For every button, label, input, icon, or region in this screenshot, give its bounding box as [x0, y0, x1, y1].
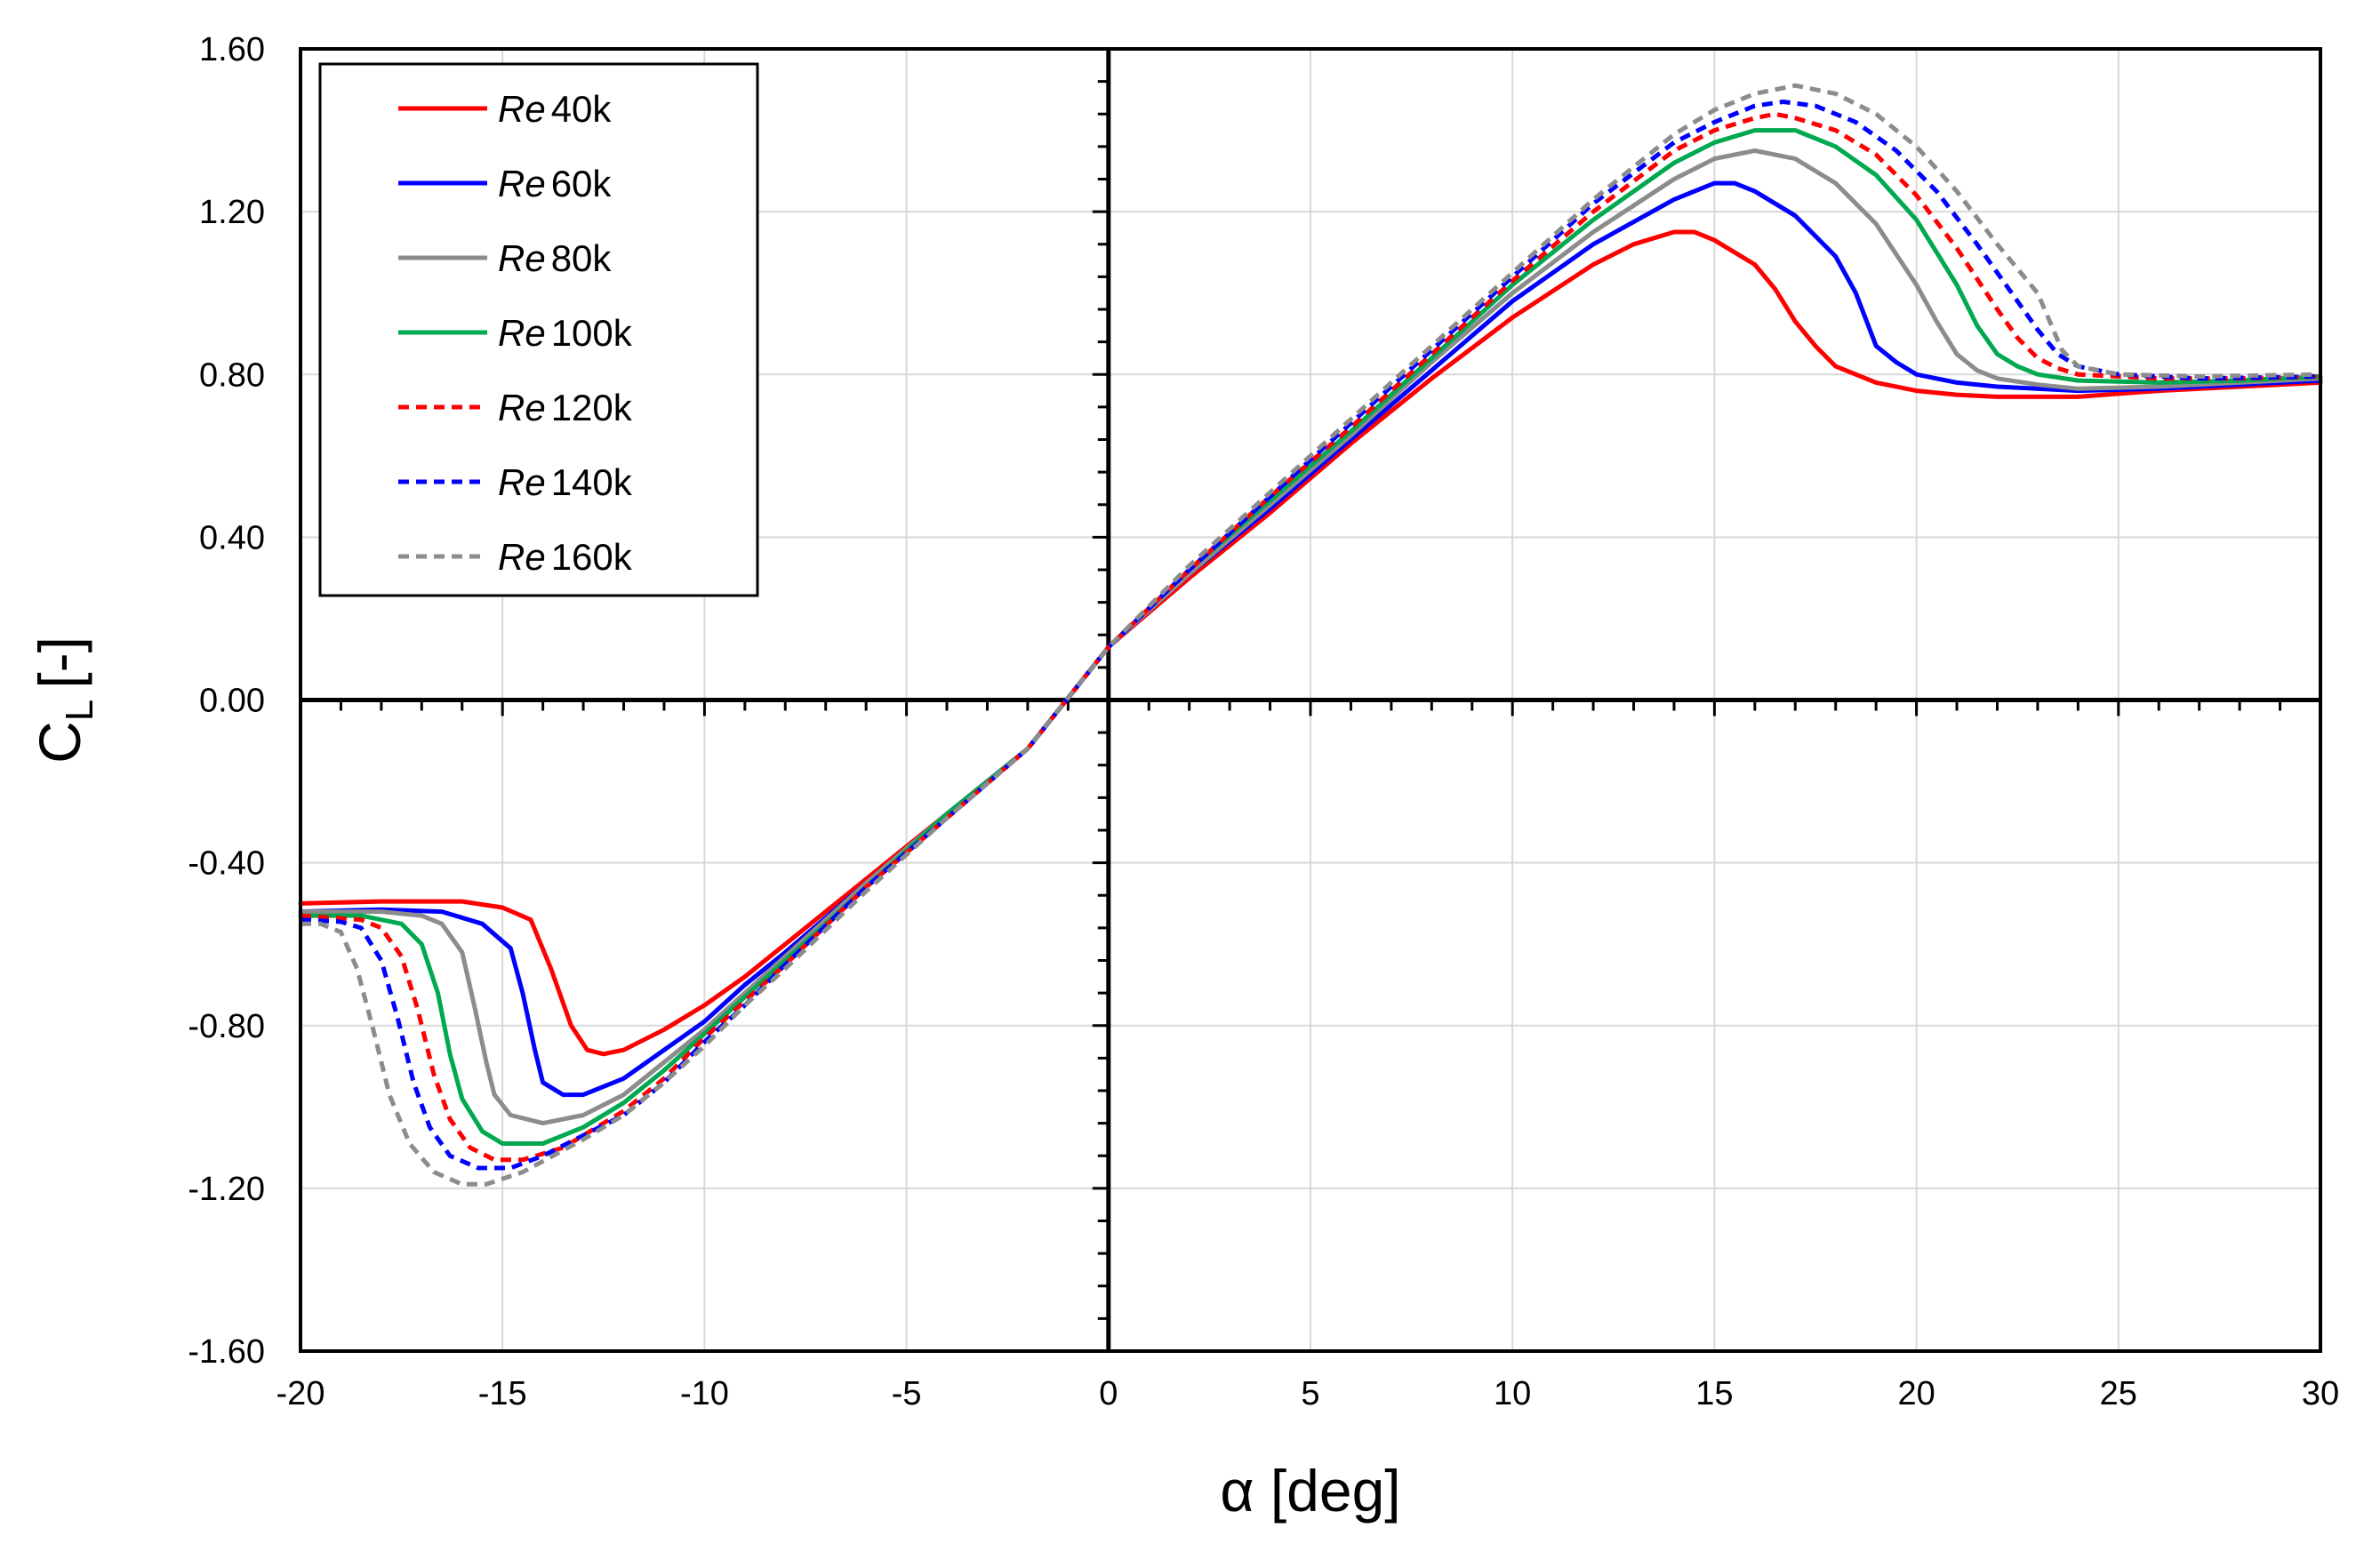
y-axis-title-unit: [-]: [27, 636, 92, 689]
y-tick-label: 1.20: [199, 194, 265, 231]
legend-entry: Re 160k: [398, 536, 633, 578]
legend-label-value: 40k: [551, 88, 613, 130]
legend-label-value: 80k: [551, 237, 613, 279]
series-line-40k: [298, 229, 2323, 1057]
x-tick-label: -15: [478, 1375, 527, 1412]
legend-label-italic: Re: [498, 312, 546, 354]
x-tick-label: 10: [1494, 1375, 1531, 1412]
y-tick-label: 0.40: [199, 519, 265, 556]
x-tick-label: 5: [1301, 1375, 1319, 1412]
legend-label-italic: Re: [498, 536, 546, 578]
legend-entry: Re 120k: [398, 387, 633, 428]
legend-entry: Re 100k: [398, 312, 633, 354]
y-tick-label: 0.00: [199, 683, 265, 720]
legend-box: [318, 62, 759, 597]
y-tick-label: 0.80: [199, 356, 265, 394]
y-tick-label: -0.40: [188, 845, 265, 883]
legend-label-value: 120k: [551, 387, 633, 428]
legend-label-italic: Re: [498, 387, 546, 428]
legend-label-italic: Re: [498, 461, 546, 503]
legend-entry: Re 140k: [398, 461, 633, 503]
x-tick-label: 0: [1099, 1375, 1118, 1412]
series-line-160k: [301, 83, 2321, 1187]
x-tick-label: 30: [2302, 1375, 2339, 1412]
legend-label: Re 40k: [498, 88, 612, 130]
legend-label: Re 60k: [498, 163, 612, 204]
y-tick-label: 1.60: [199, 31, 265, 68]
legend-label-italic: Re: [498, 88, 546, 130]
legend-entry: Re 40k: [398, 88, 612, 130]
legend-label-value: 100k: [551, 312, 633, 354]
series-line-60k: [298, 180, 2323, 1098]
tick-labels: -20 -15 -10 -5 0 5 10 15 20 25 30 -1.60 -1.20 -0.80 -0…: [188, 31, 2339, 1412]
legend-label: Re 160k: [498, 536, 633, 578]
x-tick-label: -5: [892, 1375, 922, 1412]
legend-label: Re 140k: [498, 461, 633, 503]
axes: [299, 47, 2322, 1353]
x-tick-label: 20: [1897, 1375, 1935, 1412]
y-tick-label: -1.60: [188, 1333, 265, 1371]
y-tick-label: -1.20: [188, 1171, 265, 1208]
plot-frame: [299, 47, 2322, 1353]
legend-label-italic: Re: [498, 163, 546, 204]
x-tick-label: 25: [2100, 1375, 2137, 1412]
series-line-140k: [300, 100, 2321, 1171]
legend-label-value: 60k: [551, 163, 613, 204]
legend-entry: Re 80k: [398, 237, 612, 279]
legend-entry: Re 60k: [398, 163, 612, 204]
y-axis-title-main: C: [27, 721, 92, 764]
legend-label-value: 160k: [551, 536, 633, 578]
y-axis-title-subscript: L: [58, 700, 101, 721]
y-tick-label: -0.80: [188, 1008, 265, 1045]
y-axis-title: CL [-]: [27, 636, 101, 764]
legend-label-value: 140k: [551, 461, 633, 503]
series-line-80k: [298, 148, 2323, 1126]
x-axis-title: α [deg]: [1220, 1458, 1400, 1524]
x-tick-label: 15: [1695, 1375, 1733, 1412]
series-line-120k: [300, 111, 2321, 1163]
series-layer: [298, 83, 2323, 1187]
legend-label: Re 100k: [498, 312, 633, 354]
legend-label: Re 120k: [498, 387, 633, 428]
x-tick-label: -20: [276, 1375, 325, 1412]
legend-label: Re 80k: [498, 237, 612, 279]
x-tick-label: -10: [680, 1375, 729, 1412]
legend-label-italic: Re: [498, 237, 546, 279]
